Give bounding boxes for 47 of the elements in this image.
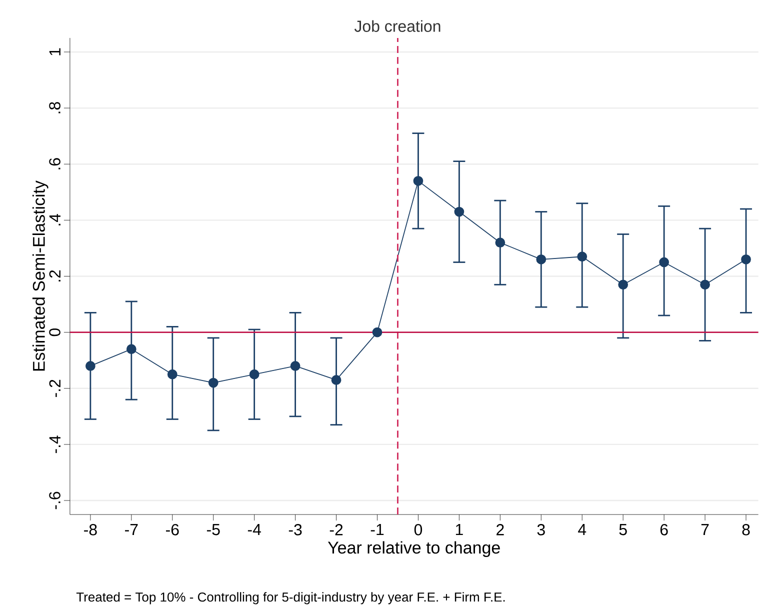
point — [126, 344, 136, 354]
point — [290, 360, 300, 371]
point — [85, 360, 96, 371]
x-tick-label: -4 — [248, 524, 261, 535]
y-tick-label: .6 — [49, 158, 60, 170]
y-tick-label: -.6 — [49, 492, 60, 509]
point — [700, 279, 710, 290]
text: Treated = Top 10% - Controlling for 5-digit-industry by year F.E. + Firm F.E. — [76, 592, 505, 604]
point — [577, 251, 588, 262]
x-tick-label: 0 — [414, 524, 422, 536]
y-tick-label: 1 — [49, 48, 60, 55]
x-tick-label: 1 — [456, 524, 463, 535]
y-tick-label: .2 — [49, 270, 60, 282]
y-tick-label: .4 — [49, 214, 60, 226]
x-tick-label: 5 — [619, 524, 627, 535]
x-tick-label: -6 — [166, 524, 179, 536]
x-tick-label: -3 — [288, 524, 302, 536]
point — [536, 254, 546, 264]
x-tick-label: 6 — [660, 524, 668, 536]
y-tick-label: -.4 — [49, 435, 60, 453]
ref-line-label: Job creation — [354, 20, 440, 32]
x-tick-label: 8 — [742, 524, 750, 536]
point — [167, 369, 178, 380]
x-tick-label: -7 — [125, 524, 138, 535]
point — [618, 279, 628, 290]
point — [413, 176, 424, 186]
y-tick-label: .8 — [49, 102, 60, 114]
point — [741, 254, 751, 264]
point — [372, 327, 382, 338]
point — [331, 374, 342, 385]
point — [208, 378, 218, 388]
x-tick-label: -8 — [84, 524, 97, 536]
point — [659, 257, 670, 267]
x-axis-title: Year relative to change — [328, 540, 500, 557]
x-tick-label: -1 — [370, 524, 384, 535]
point — [454, 206, 464, 216]
point — [495, 237, 506, 248]
x-tick-label: 7 — [701, 524, 709, 535]
y-axis-title: Estimated Semi-Elasticity — [32, 180, 48, 370]
x-tick-label: -2 — [330, 524, 343, 535]
x-tick-label: 3 — [537, 524, 545, 536]
y-tick-label: 0 — [49, 328, 60, 336]
x-tick-label: 2 — [496, 524, 504, 535]
x-tick-label: 4 — [578, 524, 586, 535]
point — [249, 369, 260, 380]
x-tick-label: -5 — [206, 524, 220, 535]
y-tick-label: -.2 — [49, 380, 60, 397]
